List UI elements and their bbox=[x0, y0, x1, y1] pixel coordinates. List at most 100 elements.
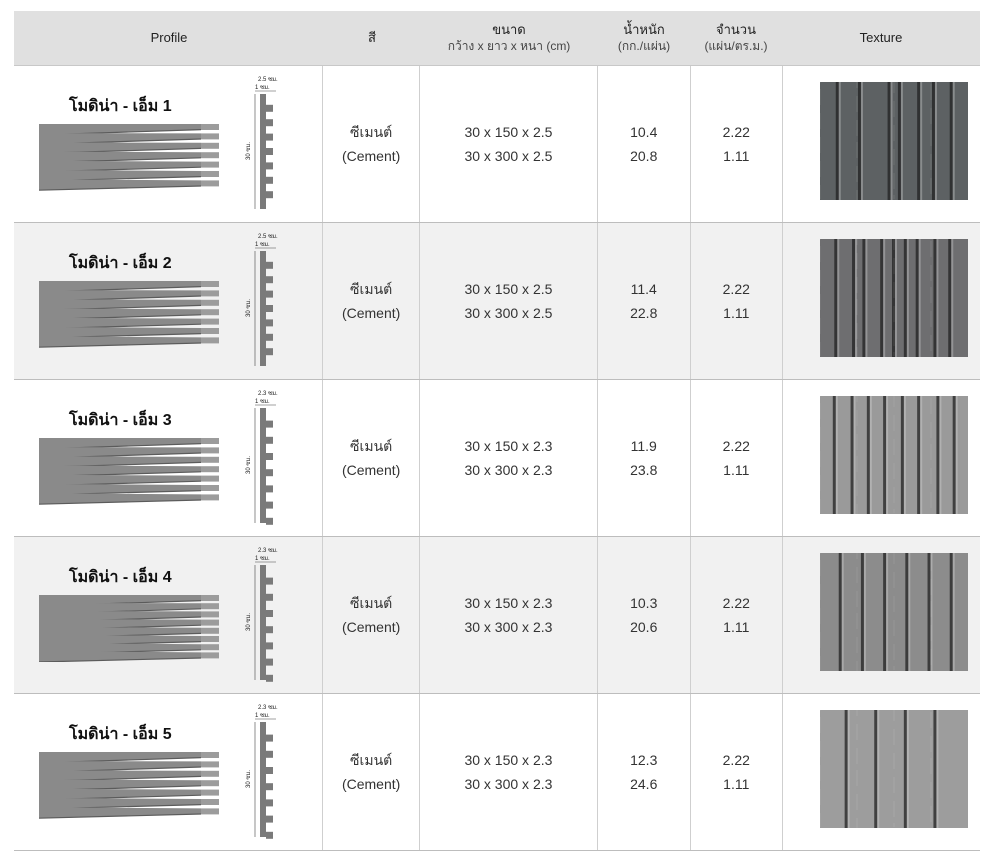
panel-strip-end bbox=[201, 603, 219, 610]
texture-highlight bbox=[863, 553, 866, 671]
texture-swatch bbox=[820, 710, 969, 828]
texture-groove bbox=[933, 239, 937, 357]
panel-illustration bbox=[38, 281, 219, 348]
weight-cell: 12.3 24.6 bbox=[596, 694, 690, 850]
section-thickness-label: 2.5 ซม. bbox=[258, 76, 278, 83]
header-color-label: สี bbox=[368, 30, 376, 45]
panel-strip-shadow bbox=[38, 342, 202, 348]
section-rib bbox=[266, 319, 273, 327]
qty-300: 1.11 bbox=[723, 462, 750, 478]
panel-wrap bbox=[38, 587, 224, 667]
section-wrap: 2.5 ซม. 1 ซม. 30 ซม. bbox=[236, 74, 286, 219]
panel-strip bbox=[39, 281, 201, 292]
section-rib bbox=[266, 501, 273, 509]
qty-150: 2.22 bbox=[722, 281, 750, 297]
texture-swatch bbox=[820, 239, 969, 357]
texture-groove bbox=[933, 710, 937, 828]
size-cell: 30 x 150 x 2.3 30 x 300 x 2.3 bbox=[418, 537, 597, 693]
section-body bbox=[260, 251, 266, 366]
color-thai: ซีเมนต์ bbox=[350, 438, 393, 454]
texture-groove bbox=[952, 396, 956, 514]
size-300: 30 x 300 x 2.5 bbox=[464, 305, 553, 321]
texture-highlight bbox=[955, 396, 958, 514]
profile-name: โมดิน่า - เอ็ม 1 bbox=[69, 98, 172, 115]
texture-highlight bbox=[900, 82, 903, 200]
panel-strip-end bbox=[201, 475, 219, 482]
texture-highlight bbox=[920, 82, 923, 200]
panel-strip-end bbox=[201, 761, 219, 768]
panel-strip-shadow bbox=[38, 657, 202, 663]
section-lip-label: 1 ซม. bbox=[255, 712, 270, 719]
size-150: 30 x 150 x 2.3 bbox=[464, 595, 553, 611]
section-rib bbox=[266, 290, 273, 298]
panel-strip-end bbox=[201, 780, 219, 787]
texture-highlight bbox=[838, 82, 841, 200]
section-height-label: 30 ซม. bbox=[245, 613, 252, 631]
section-height-label: 30 ซม. bbox=[245, 456, 252, 474]
texture-groove bbox=[834, 239, 838, 357]
texture-groove bbox=[857, 82, 861, 200]
texture-groove bbox=[892, 239, 896, 357]
section-body bbox=[260, 94, 266, 209]
profile-name: โมดิน่า - เอ็ม 4 bbox=[69, 569, 172, 586]
weight-150: 10.4 bbox=[630, 124, 658, 140]
color-thai: ซีเมนต์ bbox=[350, 752, 393, 768]
panel-strip bbox=[39, 456, 201, 468]
texture-groove bbox=[903, 710, 907, 828]
panel-strip bbox=[39, 151, 201, 163]
weight-300: 23.8 bbox=[630, 462, 658, 478]
texture-cell bbox=[782, 537, 980, 693]
spec-table: Profile สี ขนาด กว้าง x ยาว x หนา (cm) น… bbox=[14, 11, 980, 851]
texture-wrap bbox=[820, 710, 969, 828]
texture-groove bbox=[897, 82, 901, 200]
panel-strip-end bbox=[201, 281, 219, 287]
section-rib bbox=[266, 831, 273, 839]
texture-groove bbox=[927, 553, 931, 671]
size-300: 30 x 300 x 2.3 bbox=[464, 462, 553, 478]
texture-highlight bbox=[886, 553, 889, 671]
header-qty-sub: (แผ่น/ตร.ม.) bbox=[704, 39, 768, 53]
qty-150: 2.22 bbox=[722, 124, 750, 140]
section-diagram: 2.5 ซม.1 ซม. 30 ซม. bbox=[245, 76, 278, 209]
texture-highlight bbox=[841, 553, 844, 671]
texture-groove bbox=[832, 396, 836, 514]
texture-highlight bbox=[865, 239, 868, 357]
texture-cell bbox=[782, 694, 980, 850]
section-thickness-label: 2.3 ซม. bbox=[258, 704, 278, 711]
panel-strip-end bbox=[201, 318, 219, 325]
size-300: 30 x 300 x 2.5 bbox=[464, 148, 553, 164]
texture-highlight bbox=[860, 82, 863, 200]
texture-groove bbox=[931, 82, 935, 200]
panel-strip-end bbox=[201, 611, 219, 618]
section-body bbox=[260, 408, 266, 523]
section-lip-label: 1 ซม. bbox=[255, 84, 270, 91]
panel-strip bbox=[39, 635, 201, 646]
panel-strip bbox=[39, 761, 201, 773]
texture-highlight bbox=[853, 396, 856, 514]
section-body bbox=[260, 722, 266, 837]
texture-groove bbox=[860, 553, 864, 671]
panel-strip-end bbox=[201, 494, 219, 501]
texture-swatch bbox=[820, 553, 969, 671]
section-height-label: 30 ซม. bbox=[245, 142, 252, 160]
panel-strip-end bbox=[201, 644, 219, 651]
section-rib bbox=[266, 276, 273, 284]
weight-150: 11.9 bbox=[630, 438, 657, 454]
profile-cell: โมดิน่า - เอ็ม 3 2.3 ซม. 1 ซม. 30 ซม. bbox=[14, 380, 322, 536]
section-rib bbox=[266, 305, 273, 312]
weight-300: 20.8 bbox=[630, 148, 658, 164]
section-rib bbox=[266, 642, 273, 650]
panel-illustration bbox=[38, 438, 219, 505]
section-rib bbox=[266, 176, 273, 184]
panel-strip bbox=[39, 770, 201, 782]
header-weight-sub: (กก./แผ่น) bbox=[617, 39, 671, 53]
panel-strip bbox=[39, 133, 201, 145]
panel-illustration bbox=[38, 124, 219, 191]
panel-strip bbox=[39, 124, 201, 135]
texture-groove bbox=[887, 82, 891, 200]
panel-strip-end bbox=[201, 456, 219, 463]
texture-highlight bbox=[890, 82, 893, 200]
panel-strip-end bbox=[201, 337, 219, 344]
section-thickness-label: 2.3 ซม. bbox=[258, 547, 278, 554]
section-rib bbox=[266, 658, 273, 666]
